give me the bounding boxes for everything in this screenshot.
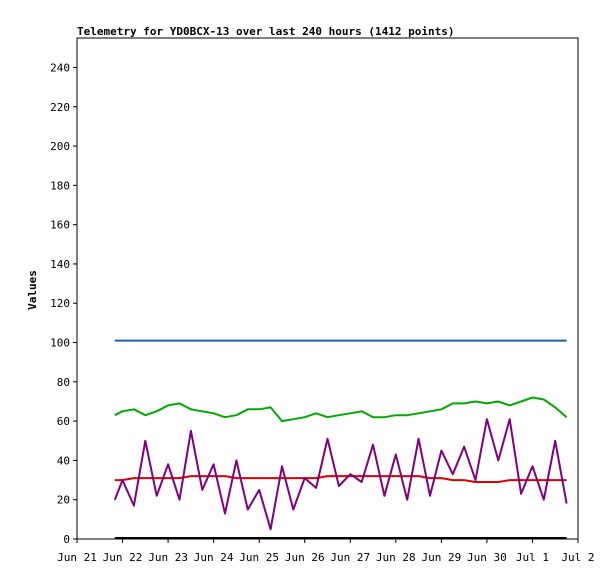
series-line-1 (114, 396, 568, 423)
y-tick-label: 220 (50, 101, 70, 114)
x-tick-label: Jul 2 (561, 551, 594, 564)
y-tick-label: 60 (57, 415, 70, 428)
y-tick-label: 140 (50, 258, 70, 271)
y-axis-label: Values (26, 270, 39, 310)
y-tick-label: 120 (50, 297, 70, 310)
x-tick-label: Jun 22 (103, 551, 143, 564)
plot-frame (76, 37, 579, 540)
series-layer (113, 339, 568, 539)
series-line-3 (113, 418, 568, 531)
y-tick-label: 100 (50, 337, 70, 350)
x-tick-label: Jun 26 (285, 551, 325, 564)
x-tick-label: Jun 23 (148, 551, 188, 564)
series-line-2 (114, 475, 567, 483)
y-axis: 0 20 40 60 80 100 120 140 160 180 200 220 240 (50, 61, 77, 546)
chart-title: Telemetry for YD0BCX-13 over last 240 ho… (77, 25, 455, 38)
x-tick-label: Jun 27 (330, 551, 370, 564)
y-tick-label: 40 (57, 454, 70, 467)
x-axis: Jun 21 Jun 22 Jun 23 Jun 24 Jun 25 Jun 26 Jun … (57, 539, 595, 564)
y-tick-label: 240 (50, 61, 70, 74)
y-tick-label: 160 (50, 219, 70, 232)
y-tick-label: 200 (50, 140, 70, 153)
y-tick-label: 0 (63, 533, 70, 546)
x-tick-label: Jun 28 (376, 551, 416, 564)
x-tick-label: Jun 30 (467, 551, 507, 564)
y-tick-label: 20 (57, 494, 70, 507)
x-tick-label: Jun 29 (421, 551, 461, 564)
x-tick-label: Jul 1 (516, 551, 549, 564)
y-tick-label: 180 (50, 179, 70, 192)
y-tick-label: 80 (57, 376, 70, 389)
x-tick-label: Jun 25 (239, 551, 279, 564)
x-tick-label: Jun 21 (57, 551, 97, 564)
x-tick-label: Jun 24 (194, 551, 234, 564)
